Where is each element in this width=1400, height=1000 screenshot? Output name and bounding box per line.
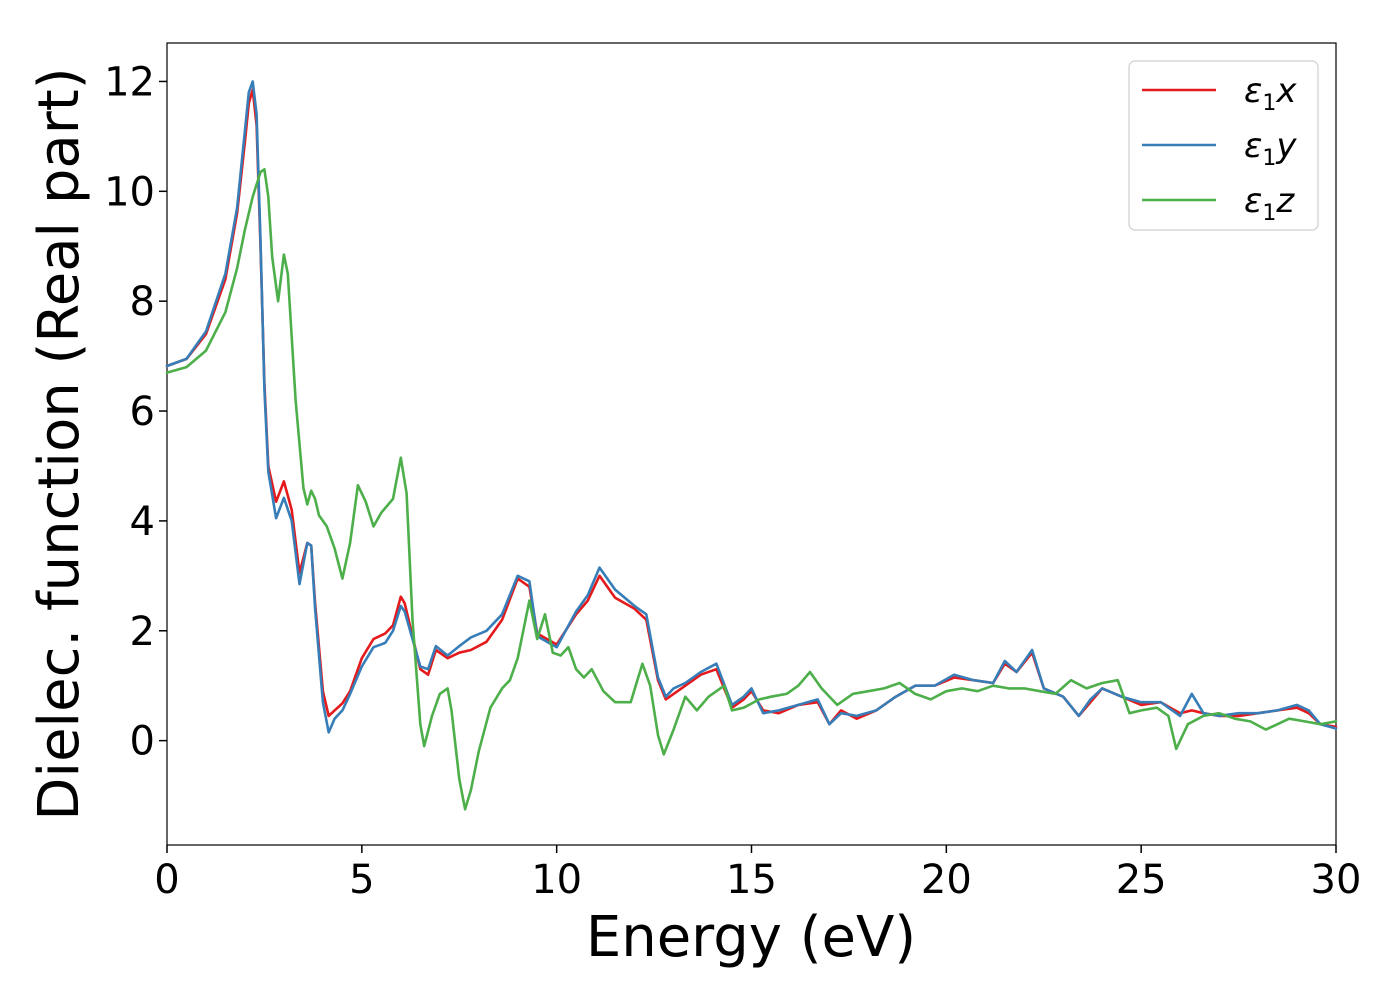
x-axis-label: Energy (eV) (586, 905, 916, 970)
series-line-y (165, 80, 1338, 734)
legend-box (1128, 60, 1319, 231)
y-tick-label: 6 (130, 389, 155, 435)
legend-label-y: ε1y (1244, 126, 1297, 171)
x-tick-label: 25 (1116, 857, 1167, 903)
series-layer (165, 80, 1338, 811)
legend-label-z: ε1z (1244, 181, 1295, 226)
x-tick-label: 5 (349, 857, 374, 903)
y-tick-label: 12 (104, 59, 155, 105)
y-axis-label: Dielec. function (Real part) (27, 67, 92, 820)
x-tick-label: 20 (921, 857, 972, 903)
x-tick-label: 30 (1311, 857, 1362, 903)
series-line-z (165, 168, 1338, 811)
y-tick-label: 8 (130, 279, 155, 325)
legend: ε1x ε1y ε1z (1128, 60, 1319, 231)
y-tick-label: 2 (130, 609, 155, 655)
x-tick-label: 10 (531, 857, 582, 903)
x-axis: 0 5 10 15 20 25 30 (154, 845, 1361, 903)
y-tick-label: 0 (130, 719, 155, 765)
y-tick-label: 10 (104, 169, 155, 215)
x-tick-label: 15 (726, 857, 777, 903)
legend-label-x: ε1x (1244, 71, 1297, 116)
y-tick-label: 4 (130, 499, 155, 545)
x-tick-label: 0 (154, 857, 179, 903)
y-axis: 0 2 4 6 8 10 12 (104, 59, 167, 765)
